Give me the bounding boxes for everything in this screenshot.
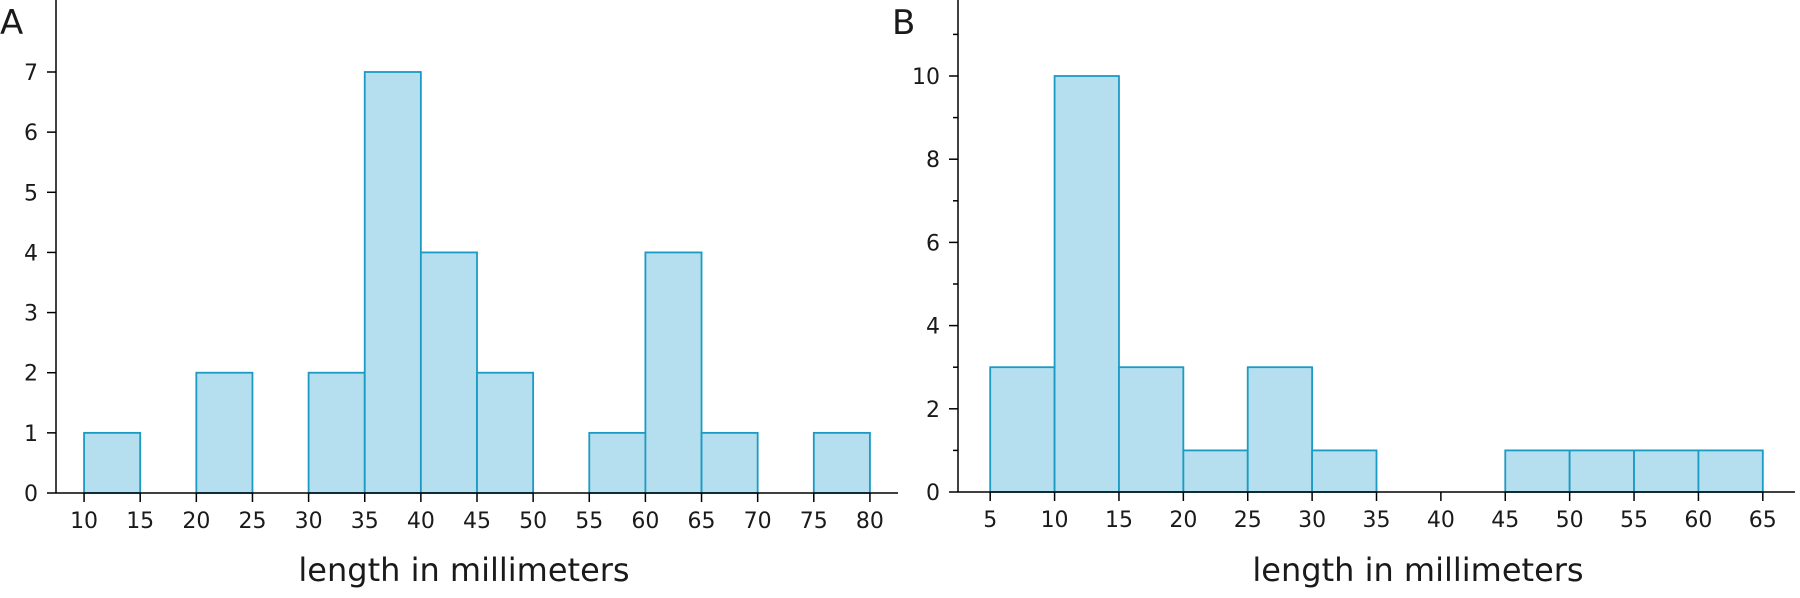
y-ticks-b: 0 2 4 6 8 10 [912, 33, 958, 506]
x-tick-label-a-30: 30 [295, 509, 323, 534]
bar-a-65-70 [700, 431, 759, 494]
y-tick-label-a-0: 0 [24, 482, 38, 507]
bar-b-50-55 [1568, 449, 1635, 493]
y-tick-label-b-6: 6 [926, 231, 940, 256]
y-tick-label-a-2: 2 [24, 362, 38, 387]
x-ticks-b: 5 10 15 20 25 30 35 40 45 50 55 60 65 [983, 492, 1777, 533]
bar-a-55-60 [588, 431, 647, 494]
bar-a-45-50 [476, 371, 535, 494]
y-tick-label-b-8: 8 [926, 148, 940, 173]
x-tick-label-a-65: 65 [688, 509, 716, 534]
x-axis-title-b: length in millimeters [1252, 551, 1583, 589]
x-tick-label-a-50: 50 [519, 509, 547, 534]
y-tick-label-a-4: 4 [24, 241, 38, 266]
bar-b-55-60 [1633, 449, 1700, 493]
x-tick-label-b-50: 50 [1556, 508, 1584, 533]
x-tick-label-b-35: 35 [1363, 508, 1391, 533]
x-tick-label-b-65: 65 [1749, 508, 1777, 533]
y-tick-label-a-6: 6 [24, 121, 38, 146]
bar-b-10-15 [1053, 75, 1120, 493]
x-tick-label-a-80: 80 [856, 509, 884, 534]
bar-a-75-80 [812, 431, 871, 494]
panel-label-a: A [0, 3, 23, 43]
x-tick-label-b-10: 10 [1041, 508, 1069, 533]
bar-a-60-65 [644, 251, 703, 494]
x-tick-label-a-20: 20 [182, 509, 210, 534]
y-tick-label-a-1: 1 [24, 422, 38, 447]
bar-b-25-30 [1246, 366, 1314, 493]
bar-a-10-15 [83, 431, 142, 494]
bar-b-15-20 [1118, 366, 1185, 493]
bars-b [989, 75, 1764, 493]
x-ticks-a: 10 15 20 25 30 35 40 45 50 55 60 65 70 75 80 [70, 493, 884, 534]
bar-b-5-10 [989, 366, 1056, 493]
y-tick-label-b-0: 0 [926, 481, 940, 506]
bar-a-35-40 [363, 71, 422, 494]
bars-a [83, 71, 871, 494]
x-tick-label-a-45: 45 [463, 509, 491, 534]
x-tick-label-a-25: 25 [238, 509, 266, 534]
y-tick-label-a-3: 3 [24, 302, 38, 327]
x-tick-label-a-75: 75 [800, 509, 828, 534]
y-tick-label-b-4: 4 [926, 315, 940, 340]
y-ticks-a: 0 1 2 3 4 5 6 7 [24, 61, 56, 507]
x-tick-label-b-5: 5 [983, 508, 997, 533]
x-tick-label-a-60: 60 [631, 509, 659, 534]
x-tick-label-b-30: 30 [1298, 508, 1326, 533]
y-tick-label-a-5: 5 [24, 181, 38, 206]
y-tick-label-a-7: 7 [24, 61, 38, 86]
x-tick-label-a-35: 35 [351, 509, 379, 534]
bar-b-30-35 [1311, 449, 1378, 493]
y-tick-label-b-10: 10 [912, 65, 940, 90]
x-tick-label-a-55: 55 [575, 509, 603, 534]
x-axis-title-a: length in millimeters [298, 551, 629, 589]
x-tick-label-b-55: 55 [1620, 508, 1648, 533]
panel-label-b: B [892, 3, 915, 43]
bar-a-20-25 [195, 371, 254, 494]
x-tick-label-a-40: 40 [407, 509, 435, 534]
x-tick-label-b-15: 15 [1105, 508, 1133, 533]
bar-b-45-50 [1504, 449, 1571, 493]
x-tick-label-b-45: 45 [1491, 508, 1519, 533]
x-tick-label-b-40: 40 [1427, 508, 1455, 533]
x-tick-label-b-60: 60 [1684, 508, 1712, 533]
x-tick-label-b-20: 20 [1169, 508, 1197, 533]
bar-b-20-25 [1182, 449, 1249, 493]
histogram-b: B 0 2 4 6 8 10 5 10 15 20 25 30 35 40 45 50 55 60 65 leng… [892, 0, 1795, 589]
x-tick-label-a-70: 70 [744, 509, 772, 534]
x-tick-label-b-25: 25 [1234, 508, 1262, 533]
bar-b-60-65 [1697, 449, 1764, 493]
bar-a-30-35 [307, 371, 366, 494]
x-tick-label-a-10: 10 [70, 509, 98, 534]
bar-a-40-45 [419, 251, 478, 494]
y-tick-label-b-2: 2 [926, 398, 940, 423]
x-tick-label-a-15: 15 [126, 509, 154, 534]
